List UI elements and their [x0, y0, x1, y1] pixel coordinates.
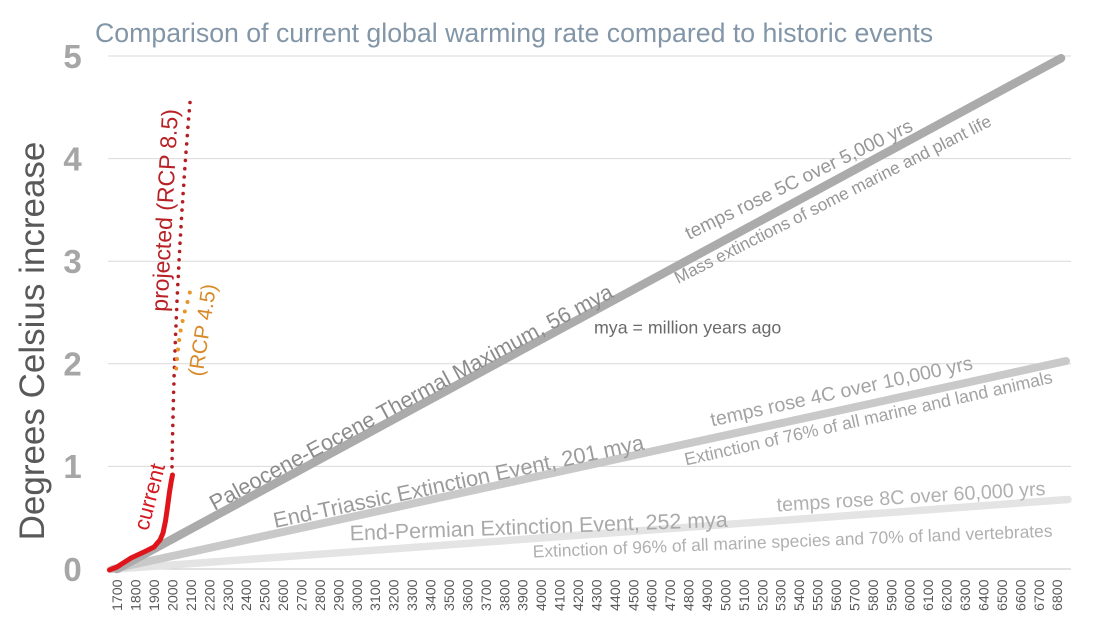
- svg-text:3800: 3800: [497, 579, 513, 611]
- svg-text:4400: 4400: [608, 579, 624, 611]
- svg-text:0: 0: [63, 551, 81, 588]
- svg-text:5500: 5500: [811, 579, 827, 611]
- svg-text:2700: 2700: [295, 579, 311, 611]
- svg-text:6200: 6200: [940, 579, 956, 611]
- svg-text:4300: 4300: [589, 579, 605, 611]
- svg-text:5800: 5800: [866, 579, 882, 611]
- svg-text:3700: 3700: [479, 579, 495, 611]
- svg-text:1700: 1700: [110, 579, 126, 611]
- svg-text:3: 3: [63, 243, 81, 280]
- svg-text:5100: 5100: [737, 579, 753, 611]
- svg-text:6500: 6500: [995, 579, 1011, 611]
- svg-text:3200: 3200: [387, 579, 403, 611]
- svg-text:5700: 5700: [847, 579, 863, 611]
- svg-text:3400: 3400: [424, 579, 440, 611]
- svg-text:4900: 4900: [700, 579, 716, 611]
- svg-text:2500: 2500: [258, 579, 274, 611]
- svg-text:4500: 4500: [626, 579, 642, 611]
- svg-text:2400: 2400: [239, 579, 255, 611]
- svg-text:6400: 6400: [977, 579, 993, 611]
- svg-text:5: 5: [63, 38, 81, 75]
- svg-text:6000: 6000: [903, 579, 919, 611]
- svg-text:2100: 2100: [184, 579, 200, 611]
- svg-text:4700: 4700: [663, 579, 679, 611]
- svg-text:5600: 5600: [829, 579, 845, 611]
- svg-text:4000: 4000: [534, 579, 550, 611]
- svg-text:6700: 6700: [1032, 579, 1048, 611]
- svg-text:4100: 4100: [553, 579, 569, 611]
- svg-text:1900: 1900: [147, 579, 163, 611]
- svg-text:3000: 3000: [350, 579, 366, 611]
- svg-text:5400: 5400: [792, 579, 808, 611]
- svg-text:2000: 2000: [166, 579, 182, 611]
- svg-text:4: 4: [63, 140, 82, 177]
- svg-text:5200: 5200: [755, 579, 771, 611]
- svg-text:5900: 5900: [884, 579, 900, 611]
- svg-text:Comparison of current global w: Comparison of current global warming rat…: [95, 18, 933, 48]
- svg-text:2200: 2200: [202, 579, 218, 611]
- svg-text:1800: 1800: [129, 579, 145, 611]
- svg-text:6800: 6800: [1050, 579, 1066, 611]
- svg-text:2300: 2300: [221, 579, 237, 611]
- svg-text:3500: 3500: [442, 579, 458, 611]
- svg-text:3100: 3100: [368, 579, 384, 611]
- svg-text:1: 1: [63, 448, 81, 485]
- svg-text:3300: 3300: [405, 579, 421, 611]
- svg-text:4200: 4200: [571, 579, 587, 611]
- svg-text:3900: 3900: [516, 579, 532, 611]
- svg-text:6300: 6300: [958, 579, 974, 611]
- svg-text:4600: 4600: [645, 579, 661, 611]
- svg-text:6100: 6100: [921, 579, 937, 611]
- svg-text:3600: 3600: [460, 579, 476, 611]
- svg-text:6600: 6600: [1013, 579, 1029, 611]
- svg-text:5000: 5000: [718, 579, 734, 611]
- svg-text:5300: 5300: [774, 579, 790, 611]
- svg-text:Degrees Celsius increase: Degrees Celsius increase: [13, 142, 52, 541]
- svg-text:2600: 2600: [276, 579, 292, 611]
- svg-text:2800: 2800: [313, 579, 329, 611]
- svg-text:mya = million years ago: mya = million years ago: [594, 318, 781, 338]
- svg-text:2900: 2900: [331, 579, 347, 611]
- svg-text:2: 2: [63, 346, 81, 383]
- svg-text:4800: 4800: [682, 579, 698, 611]
